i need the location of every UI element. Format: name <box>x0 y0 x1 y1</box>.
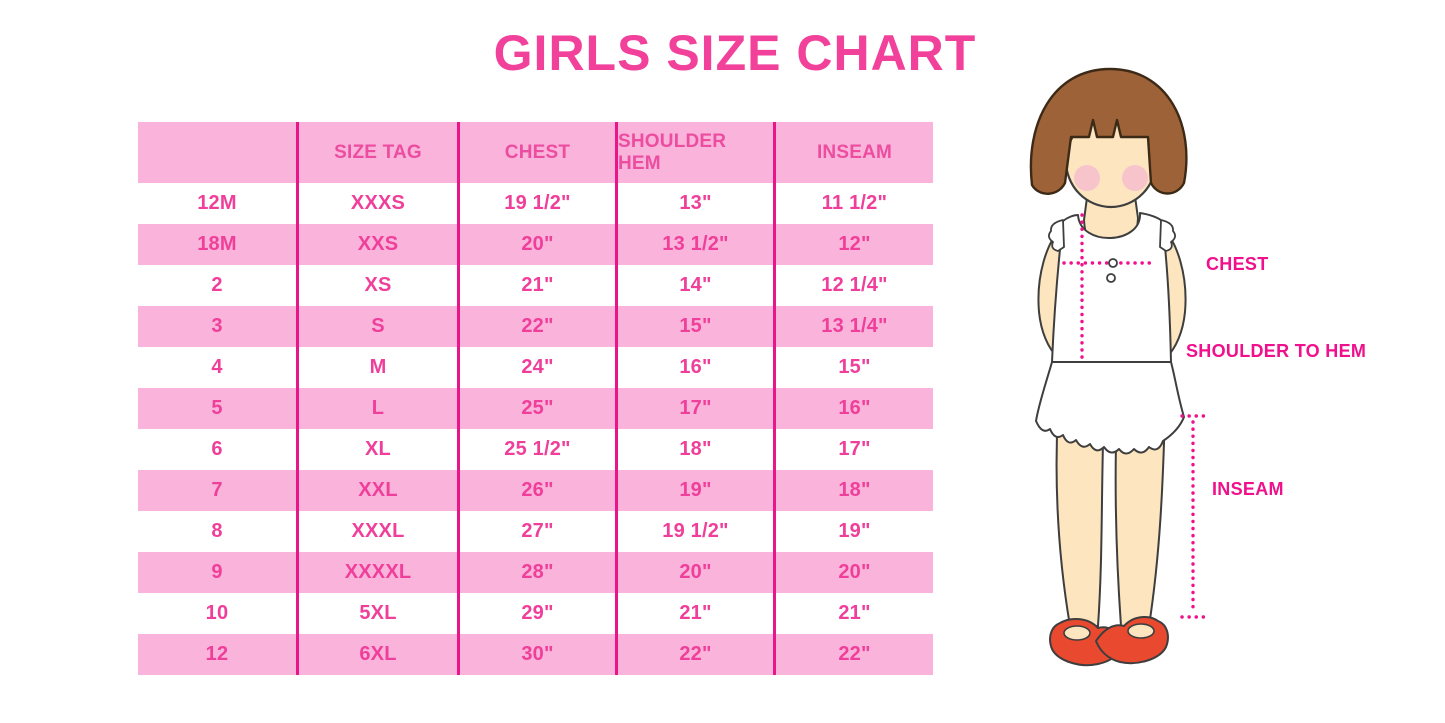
table-cell: 17" <box>615 388 773 429</box>
header-cell-size <box>138 122 296 183</box>
size-chart-table: SIZE TAG CHEST SHOULDER HEM INSEAM 12M XX… <box>138 122 933 675</box>
inseam-measure-line <box>1180 414 1206 619</box>
table-cell: 29" <box>457 593 615 634</box>
table-cell: 20" <box>615 552 773 593</box>
table-cell: 21" <box>773 593 933 634</box>
table-cell: 19" <box>773 511 933 552</box>
table-cell: 5 <box>211 397 223 419</box>
table-cell: 13 1/2" <box>615 224 773 265</box>
table-cell: XXXXL <box>296 552 457 593</box>
girl-skirt <box>1035 361 1185 455</box>
table-cell: 5XL <box>296 593 457 634</box>
shoulder-ruffle-right <box>1159 219 1176 252</box>
girl-legs <box>1055 409 1167 627</box>
table-cell: 14" <box>615 265 773 306</box>
table-cell: 20" <box>773 552 933 593</box>
table-cell: 21" <box>457 265 615 306</box>
header-cell-size-tag: SIZE TAG <box>296 122 457 183</box>
header-cell-shoulder-hem: SHOULDER HEM <box>615 122 773 183</box>
table-cell: 25 1/2" <box>457 429 615 470</box>
table-cell: 24" <box>457 347 615 388</box>
table-cell: 21" <box>615 593 773 634</box>
table-cell: 2 <box>211 274 223 296</box>
shirt-buttons <box>1106 258 1118 283</box>
table-cell: 22" <box>773 634 933 675</box>
table-cell: XXXL <box>296 511 457 552</box>
table-row: 9 XXXXL 28" 20" 20" <box>138 552 933 593</box>
table-cell: 6 <box>211 438 223 460</box>
table-cell: 11 1/2" <box>773 183 933 224</box>
table-cell: 16" <box>773 388 933 429</box>
table-cell: 4 <box>211 356 223 378</box>
table-cell: 12 <box>205 643 229 665</box>
table-cell: 18" <box>615 429 773 470</box>
table-row: 2 XS 21" 14" 12 1/4" <box>138 265 933 306</box>
table-cell: 18M <box>197 233 237 255</box>
table-cell: XS <box>296 265 457 306</box>
table-cell: 16" <box>615 347 773 388</box>
table-cell: L <box>296 388 457 429</box>
table-cell: 15" <box>615 306 773 347</box>
table-row: 6 XL 25 1/2" 18" 17" <box>138 429 933 470</box>
table-cell: 19 1/2" <box>457 183 615 224</box>
table-cell: 30" <box>457 634 615 675</box>
table-cell: XXS <box>296 224 457 265</box>
table-cell: XXL <box>296 470 457 511</box>
table-cell: M <box>296 347 457 388</box>
table-cell: 20" <box>457 224 615 265</box>
table-cell: XXXS <box>296 183 457 224</box>
table-row: 3 S 22" 15" 13 1/4" <box>138 306 933 347</box>
table-cell: 7 <box>211 479 223 501</box>
table-cell: XL <box>296 429 457 470</box>
table-row: 7 XXL 26" 19" 18" <box>138 470 933 511</box>
table-row: 18M XXS 20" 13 1/2" 12" <box>138 224 933 265</box>
table-cell: 27" <box>457 511 615 552</box>
table-cell: 3 <box>211 315 223 337</box>
shoulder-to-hem-label: SHOULDER TO HEM <box>1186 341 1367 361</box>
table-cell: 26" <box>457 470 615 511</box>
blush-left <box>1074 165 1100 191</box>
table-header-row: SIZE TAG CHEST SHOULDER HEM INSEAM <box>138 122 933 183</box>
table-row: 10 5XL 29" 21" 21" <box>138 593 933 634</box>
page-title: GIRLS SIZE CHART <box>493 25 977 81</box>
table-cell: 13" <box>615 183 773 224</box>
table-cell: 22" <box>457 306 615 347</box>
table-cell: 19" <box>615 470 773 511</box>
header-cell-chest: CHEST <box>457 122 615 183</box>
table-cell: 22" <box>615 634 773 675</box>
table-row: 4 M 24" 16" 15" <box>138 347 933 388</box>
table-cell: 12M <box>197 192 237 214</box>
table-cell: 19 1/2" <box>615 511 773 552</box>
table-cell: 25" <box>457 388 615 429</box>
table-row: 12M XXXS 19 1/2" 13" 11 1/2" <box>138 183 933 224</box>
girl-measurement-illustration <box>1029 67 1206 667</box>
table-cell: 17" <box>773 429 933 470</box>
table-cell: 12" <box>773 224 933 265</box>
table-cell: 12 1/4" <box>773 265 933 306</box>
girl-hair <box>1029 67 1188 195</box>
inseam-label: INSEAM <box>1212 479 1284 499</box>
chest-label: CHEST <box>1206 254 1269 274</box>
table-cell: 6XL <box>296 634 457 675</box>
table-cell: 15" <box>773 347 933 388</box>
header-cell-inseam: INSEAM <box>773 122 933 183</box>
table-cell: 28" <box>457 552 615 593</box>
table-cell: S <box>296 306 457 347</box>
table-row: 12 6XL 30" 22" 22" <box>138 634 933 675</box>
table-cell: 8 <box>211 520 223 542</box>
table-cell: 13 1/4" <box>773 306 933 347</box>
table-cell: 10 <box>205 602 229 624</box>
table-cell: 18" <box>773 470 933 511</box>
shoulder-ruffle-left <box>1048 219 1065 252</box>
table-row: 8 XXXL 27" 19 1/2" 19" <box>138 511 933 552</box>
size-table-body: 12M XXXS 19 1/2" 13" 11 1/2" 18M XXS 20" 13 1/2"… <box>138 183 933 675</box>
table-cell: 9 <box>211 561 223 583</box>
blush-right <box>1122 165 1148 191</box>
girl-shoes <box>1049 616 1169 667</box>
table-row: 5 L 25" 17" 16" <box>138 388 933 429</box>
